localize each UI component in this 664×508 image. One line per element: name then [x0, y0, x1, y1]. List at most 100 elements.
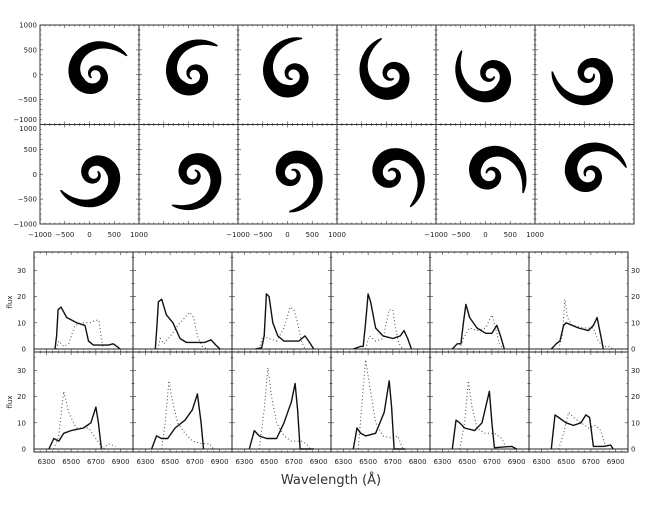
spectrum-panel-frame	[132, 351, 233, 453]
spiral-shape	[59, 155, 121, 208]
wavelength-x-tick-label: 6700	[483, 458, 501, 466]
wavelength-x-tick-label: 6300	[235, 458, 253, 466]
spectrum-panel-frame	[330, 351, 431, 453]
wavelength-x-tick-label: 6300	[136, 458, 154, 466]
flux-y-tick-label-left: 10	[17, 319, 26, 327]
dotted-spectrum-line	[53, 391, 116, 450]
flux-y-tick-label-left: 30	[17, 267, 26, 275]
spiral-x-tick-label: 0	[87, 231, 91, 239]
solid-spectrum-line	[550, 316, 604, 350]
wavelength-x-tick-label: 6300	[433, 458, 451, 466]
dotted-spectrum-line	[157, 311, 208, 350]
wavelength-x-tick-label: 6500	[359, 458, 377, 466]
spiral-shape	[263, 37, 309, 98]
spiral-y-tick-label: −500	[18, 96, 37, 104]
wavelength-x-tick-label: 6700	[87, 458, 105, 466]
spiral-shape	[469, 145, 527, 194]
wavelength-x-tick-label: 6900	[112, 458, 130, 466]
spiral-x-tick-label: 0	[483, 231, 487, 239]
spectrum-panel-frame	[132, 251, 233, 353]
wavelength-x-tick-label: 6500	[260, 458, 278, 466]
spectrum-panel-frame	[231, 251, 332, 353]
spiral-y-tick-label: −1000	[13, 116, 37, 124]
spectrum-panel-frame	[429, 351, 530, 453]
wavelength-x-tick-label: 6800	[409, 458, 427, 466]
wavelength-x-tick-label: 6500	[161, 458, 179, 466]
spiral-x-tick-label: −1000	[28, 231, 52, 239]
spiral-shape	[372, 148, 425, 208]
flux-y-tick-label-left: 10	[17, 419, 26, 427]
solid-spectrum-line	[150, 393, 205, 450]
spiral-shape	[455, 50, 512, 103]
flux-y-tick-label-right: 0	[631, 346, 635, 354]
spiral-panel-frame	[534, 24, 635, 125]
spiral-shape	[68, 41, 128, 94]
spiral-panel-frame	[39, 124, 140, 225]
solid-spectrum-line	[48, 406, 103, 450]
spectrum-panel-frame	[528, 351, 629, 453]
flux-y-tick-label-left: 30	[17, 367, 26, 375]
solid-spectrum-line	[550, 414, 614, 450]
wavelength-x-tick-label: 6700	[384, 458, 402, 466]
spiral-x-tick-label: −500	[451, 231, 470, 239]
spiral-y-tick-label: 0	[33, 171, 37, 179]
solid-spectrum-line	[352, 380, 406, 450]
wavelength-x-tick-label: 6300	[532, 458, 550, 466]
wavelength-x-tick-label: 6500	[557, 458, 575, 466]
wavelength-x-tick-label: 6300	[37, 458, 55, 466]
spiral-x-tick-label: 500	[108, 231, 121, 239]
flux-y-axis-label: flux	[6, 296, 14, 309]
spiral-x-tick-label: −1000	[424, 231, 448, 239]
wavelength-x-tick-label: 6500	[62, 458, 80, 466]
solid-spectrum-line	[154, 298, 221, 350]
flux-y-tick-label-right: 20	[631, 393, 640, 401]
wavelength-x-tick-label: 6900	[211, 458, 229, 466]
spiral-x-tick-label: 1000	[328, 231, 346, 239]
solid-spectrum-line	[54, 306, 121, 350]
wavelength-x-tick-label: 6500	[458, 458, 476, 466]
x-axis-label: Wavelength (Å)	[281, 472, 381, 488]
flux-y-tick-label-right: 10	[631, 419, 640, 427]
dotted-spectrum-line	[161, 380, 214, 450]
spiral-y-tick-label: −1000	[13, 221, 37, 229]
spiral-shape	[551, 57, 613, 106]
spiral-y-tick-label: −500	[18, 196, 37, 204]
spiral-x-tick-label: −1000	[226, 231, 250, 239]
spectrum-panel-frame	[231, 351, 332, 453]
spectrum-panel-frame	[330, 251, 431, 353]
flux-y-tick-label-left: 0	[22, 446, 26, 454]
spiral-shape	[275, 150, 323, 213]
flux-y-tick-label-right: 30	[631, 367, 640, 375]
flux-y-tick-label-left: 20	[17, 293, 26, 301]
wavelength-x-tick-label: 6300	[334, 458, 352, 466]
spiral-y-tick-label: 500	[24, 146, 37, 154]
spiral-x-tick-label: 1000	[526, 231, 544, 239]
dotted-spectrum-line	[365, 309, 404, 350]
dotted-spectrum-line	[459, 313, 504, 350]
spectrum-panel-frame	[528, 251, 629, 353]
flux-y-axis-label: flux	[6, 396, 14, 409]
spiral-x-tick-label: 500	[504, 231, 517, 239]
wavelength-x-tick-label: 6900	[607, 458, 625, 466]
flux-y-tick-label-right: 10	[631, 319, 640, 327]
spiral-y-tick-label: 1000	[19, 22, 37, 30]
spectra-panels-grid: 0 0 10 10 20 20 30 30 flux 0 0 10 10 20 20 30 30 flux 6300…	[6, 251, 640, 466]
dotted-spectrum-line	[55, 319, 104, 350]
spectrum-panel-frame	[429, 251, 530, 353]
spiral-shape	[166, 39, 218, 96]
wavelength-x-tick-label: 6900	[310, 458, 328, 466]
spiral-x-tick-label: 1000	[130, 231, 148, 239]
spiral-y-tick-label: 500	[24, 46, 37, 54]
spectrum-panel-frame	[33, 251, 134, 353]
flux-y-tick-label-left: 20	[17, 393, 26, 401]
solid-spectrum-line	[353, 293, 413, 350]
solid-spectrum-line	[451, 390, 517, 450]
dotted-spectrum-line	[357, 359, 404, 450]
dotted-spectrum-line	[558, 299, 614, 350]
flux-y-tick-label-left: 0	[22, 346, 26, 354]
spiral-shape	[359, 37, 410, 100]
spiral-shape	[564, 142, 627, 192]
spiral-shape	[171, 153, 222, 211]
flux-y-tick-label-right: 20	[631, 293, 640, 301]
